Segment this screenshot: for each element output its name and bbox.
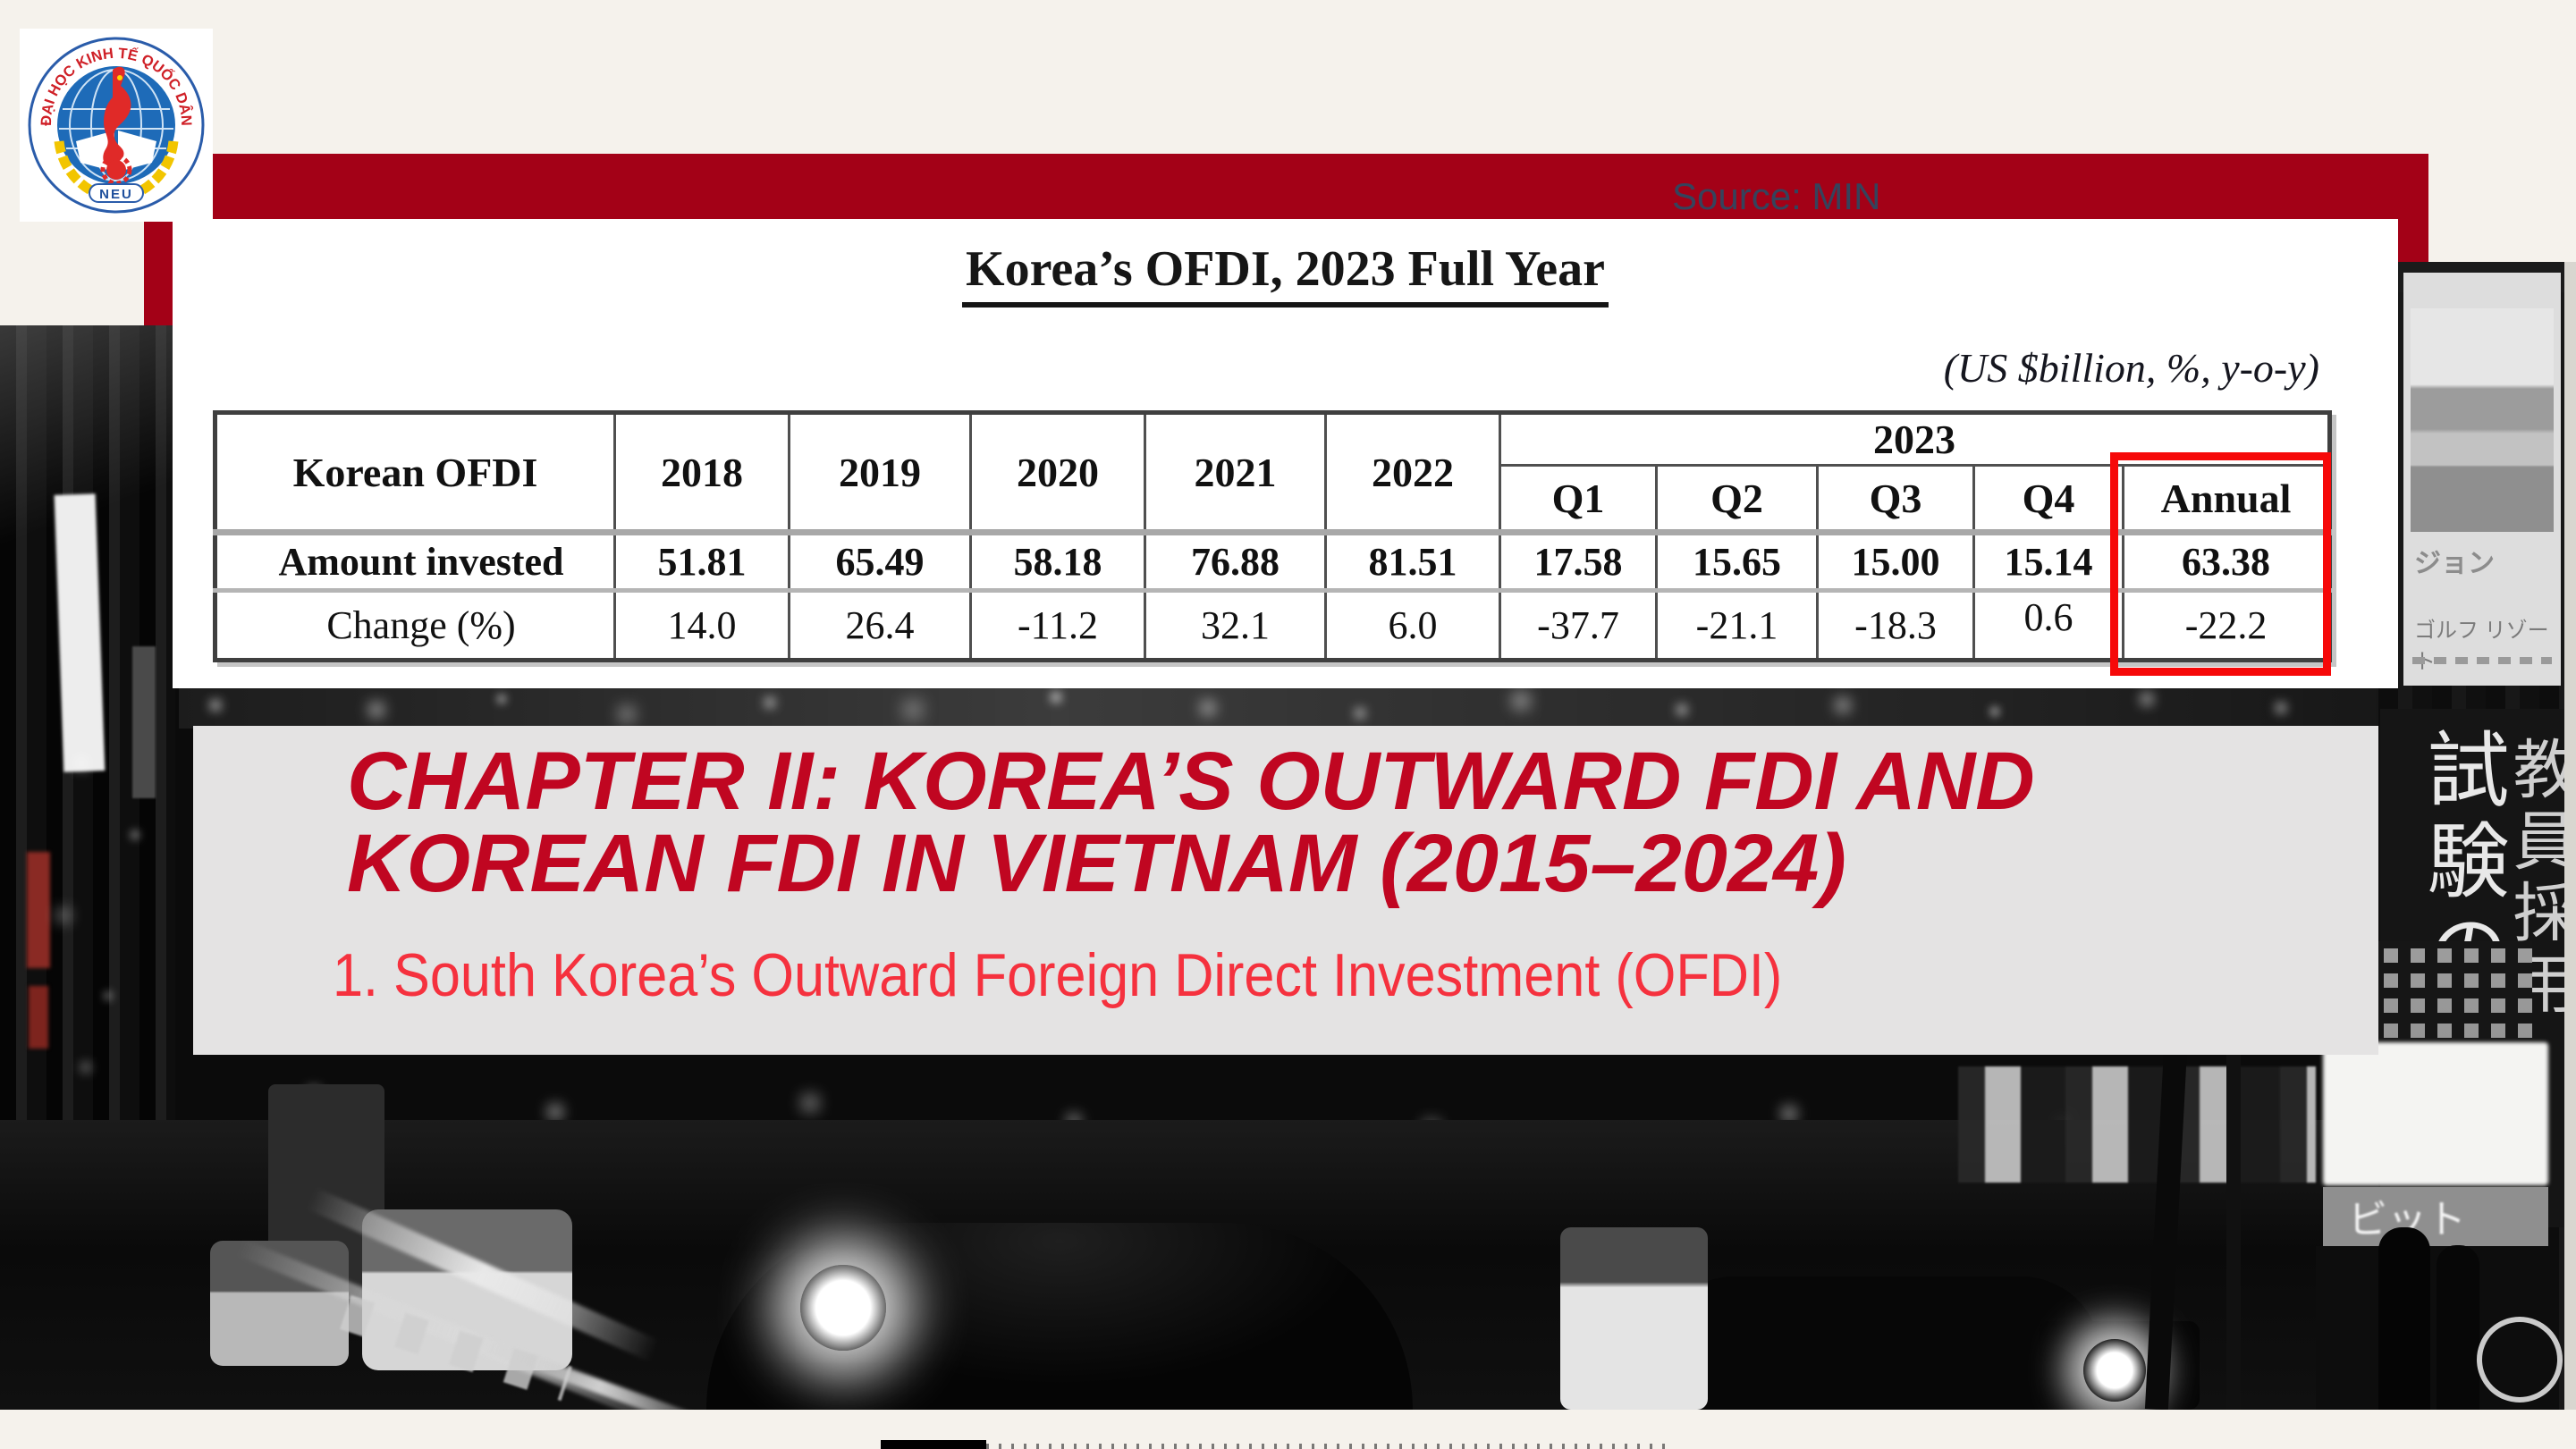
bottom-margin-strip: [0, 1410, 2576, 1449]
cell: 58.18: [969, 529, 1146, 592]
table-panel: Korea’s OFDI, 2023 Full Year (US $billio…: [173, 219, 2398, 688]
photo-bicycle-wheel: [2477, 1317, 2563, 1403]
cell: 26.4: [788, 588, 972, 661]
row-label: Change (%): [214, 588, 616, 661]
cell-annual: 63.38: [2121, 529, 2332, 592]
cell: 14.0: [613, 588, 790, 661]
cell: -37.7: [1499, 588, 1658, 661]
background-cover: [0, 262, 144, 325]
billboard-landscape-image: [2411, 308, 2554, 532]
photo-tree-trunk: [2226, 1013, 2241, 1410]
university-logo: ĐẠI HỌC KINH TẾ QUỐC DÂN NEU: [20, 29, 213, 222]
photo-red-neon: [29, 986, 48, 1049]
table-title-text: Korea’s OFDI, 2023 Full Year: [962, 241, 1609, 307]
photo-storefront-sign: ビット: [2323, 1187, 2548, 1246]
quarter-header: Q3: [1816, 464, 1975, 534]
chapter-title-box: CHAPTER II: KOREA’S OUTWARD FDI AND KORE…: [193, 726, 2378, 1055]
quarter-header: Q2: [1655, 464, 1819, 534]
ofdi-table: Korean OFDI 2018 2019 2020 2021 2022 202…: [213, 410, 2333, 662]
cell: 15.14: [1972, 529, 2124, 592]
row-label: Amount invested: [214, 529, 616, 592]
photo-billboard: ジョン ゴルフ リゾート: [2403, 273, 2561, 686]
photo-headlight-glow: [800, 1265, 886, 1351]
cell: 81.51: [1324, 529, 1501, 592]
chapter-title-line2: KOREAN FDI IN VIETNAM (2015–2024): [347, 818, 1846, 909]
photo-right-edge-strip: [2564, 262, 2576, 1410]
annual-header: Annual: [2121, 464, 2332, 534]
year-header: 2020: [969, 411, 1146, 534]
year-header: 2019: [788, 411, 972, 534]
photo-red-neon: [27, 852, 50, 968]
billboard-text: ジョン: [2414, 549, 2495, 578]
photo-storefront-glow: [2323, 1042, 2548, 1185]
year-header: 2022: [1324, 411, 1501, 534]
year-header: 2018: [613, 411, 790, 534]
cell: -11.2: [969, 588, 1146, 661]
quarter-header: Q4: [1972, 464, 2124, 534]
source-label: Source: MIN: [1672, 175, 1881, 217]
cell: 6.0: [1324, 588, 1501, 661]
cropped-text-sliver: [881, 1440, 986, 1449]
photo-light-band: [179, 680, 2378, 729]
cell: 0.6: [1972, 588, 2124, 661]
cropped-text-sliver: [986, 1444, 1666, 1449]
table-row-amount: Amount invested 51.81 65.49 58.18 76.88 …: [214, 529, 2332, 592]
table-corner-header: Korean OFDI: [214, 411, 616, 534]
cell: -18.3: [1816, 588, 1975, 661]
cell: 15.65: [1655, 529, 1819, 592]
billboard-small-print: [2412, 657, 2552, 664]
table-row-change: Change (%) 14.0 26.4 -11.2 32.1 6.0 -37.…: [214, 588, 2332, 661]
cell: 15.00: [1816, 529, 1975, 592]
cell: 17.58: [1499, 529, 1658, 592]
table-title: Korea’s OFDI, 2023 Full Year: [173, 240, 2398, 307]
photo-pedestrian: [2437, 1245, 2479, 1410]
photo-white-van: [1560, 1227, 1708, 1410]
cell: 76.88: [1144, 529, 1327, 592]
logo-abbrev-text: NEU: [99, 187, 133, 202]
cell: 32.1: [1144, 588, 1327, 661]
red-accent-bar: [144, 222, 173, 325]
billboard-text: ゴルフ リゾート: [2414, 619, 2549, 674]
photo-dim-sign-left: [132, 646, 156, 798]
chapter-subtitle: 1. South Korea’s Outward Foreign Direct …: [333, 941, 1783, 1009]
cell: -21.1: [1655, 588, 1819, 661]
year-header: 2021: [1144, 411, 1327, 534]
photo-pedestrian: [2378, 1227, 2430, 1410]
neu-logo-emblem: ĐẠI HỌC KINH TẾ QUỐC DÂN NEU: [28, 37, 205, 214]
annual-highlight-box: [2110, 452, 2331, 676]
cell-annual: -22.2: [2121, 588, 2332, 661]
cell: 51.81: [613, 529, 790, 592]
quarter-header: Q1: [1499, 464, 1658, 534]
unit-note: (US $billion, %, y-o-y): [1943, 345, 2319, 391]
chapter-title-line1: CHAPTER II: KOREA’S OUTWARD FDI AND: [347, 736, 2035, 827]
photo-car-silhouette: [1654, 1276, 2101, 1410]
photo-lit-windows: [1958, 1066, 2316, 1183]
cell: 65.49: [788, 529, 972, 592]
photo-headlight-glow: [2083, 1339, 2146, 1402]
